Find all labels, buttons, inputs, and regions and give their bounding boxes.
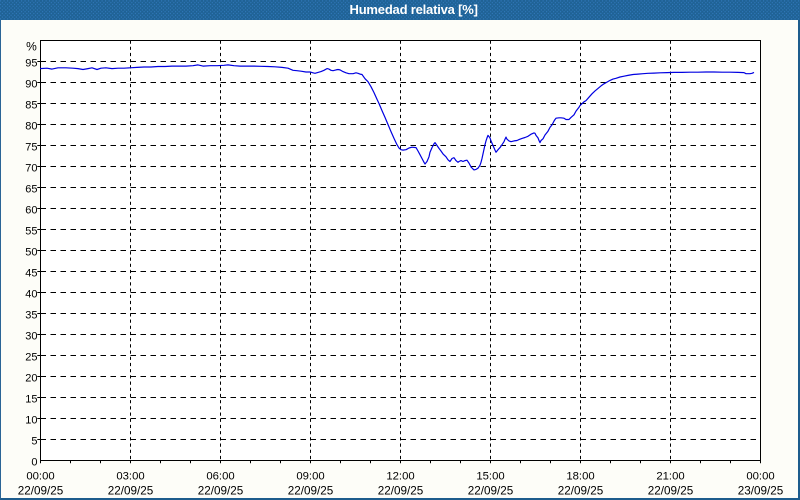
svg-text:75: 75 [25,142,37,154]
svg-text:25: 25 [25,352,37,364]
svg-text:%: % [26,40,37,54]
svg-text:65: 65 [25,184,37,196]
svg-text:80: 80 [25,121,37,133]
svg-text:50: 50 [25,247,37,259]
svg-text:15: 15 [25,394,37,406]
svg-text:18:00: 18:00 [566,470,594,482]
svg-text:22/09/25: 22/09/25 [648,484,694,497]
svg-text:23/09/25: 23/09/25 [738,484,784,497]
svg-text:30: 30 [25,331,37,343]
svg-text:15:00: 15:00 [476,470,504,482]
svg-text:22/09/25: 22/09/25 [198,484,244,497]
svg-text:55: 55 [25,226,37,238]
svg-text:22/09/25: 22/09/25 [108,484,154,497]
svg-text:22/09/25: 22/09/25 [18,484,64,497]
svg-text:35: 35 [25,310,37,322]
svg-text:03:00: 03:00 [116,470,144,482]
svg-text:12:00: 12:00 [386,470,414,482]
svg-text:10: 10 [25,415,37,427]
svg-text:5: 5 [31,436,37,448]
svg-text:00:00: 00:00 [26,470,54,482]
svg-text:0: 0 [31,457,37,469]
svg-text:40: 40 [25,289,37,301]
svg-text:06:00: 06:00 [206,470,234,482]
svg-text:95: 95 [25,58,37,70]
svg-text:22/09/25: 22/09/25 [288,484,334,497]
svg-text:22/09/25: 22/09/25 [378,484,424,497]
svg-text:90: 90 [25,79,37,91]
svg-text:20: 20 [25,373,37,385]
svg-text:70: 70 [25,163,37,175]
svg-text:00:00: 00:00 [746,470,774,482]
svg-text:21:00: 21:00 [656,470,684,482]
svg-text:22/09/25: 22/09/25 [558,484,604,497]
svg-text:09:00: 09:00 [296,470,324,482]
svg-text:45: 45 [25,268,37,280]
svg-text:60: 60 [25,205,37,217]
svg-text:22/09/25: 22/09/25 [468,484,514,497]
svg-text:85: 85 [25,100,37,112]
